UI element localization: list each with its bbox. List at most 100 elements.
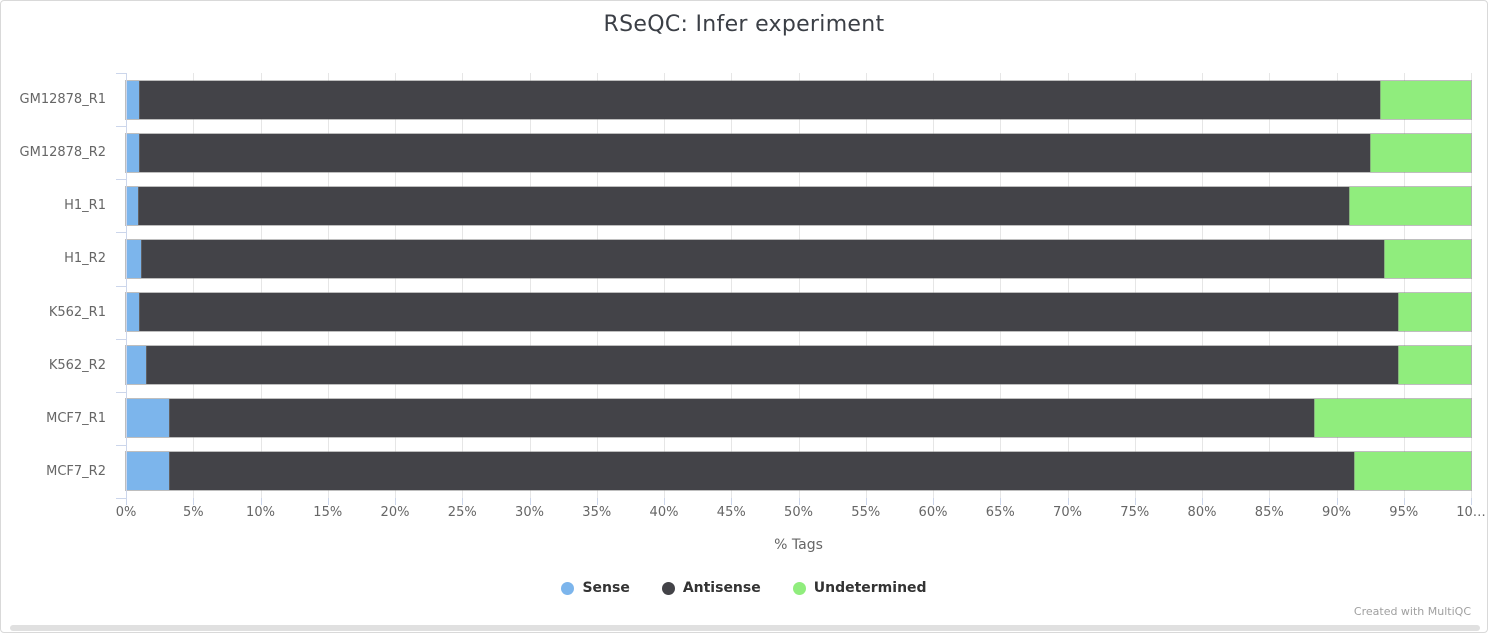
bar-row-gm12878_r1 [126,73,1471,126]
antisense-segment[interactable] [169,399,1314,438]
y-axis-tickmark [116,179,126,181]
bar-row-k562_r1 [126,286,1471,339]
x-axis-tickmark [260,498,262,505]
gridline [664,73,665,498]
gridline [193,73,195,498]
x-axis-tick-label: 20% [380,505,410,520]
x-axis-tickmark [193,498,195,505]
x-axis-tick-label: 50% [784,505,813,520]
x-axis-tickmark [126,498,127,505]
bar-row-h1_r1 [126,179,1471,232]
x-axis-tickmark [1471,498,1472,505]
antisense-segment[interactable] [139,80,1380,119]
legend-label: Antisense [682,580,761,596]
gridline [1269,73,1271,498]
bar-row-k562_r2 [126,339,1471,392]
stacked-bar [126,186,1471,225]
sense-segment[interactable] [126,293,140,331]
x-axis-tick-label: 45% [716,505,746,520]
x-axis-tick-label: 5% [182,505,204,520]
y-axis-label: MCF7_R2 [46,463,106,479]
undetermined-segment[interactable] [1398,346,1471,385]
gridline [260,73,262,498]
y-axis-tickmark [116,126,126,128]
x-axis-tick-label: 55% [851,505,881,520]
legend-marker [561,581,575,595]
legend-item-undetermined[interactable]: Undetermined [792,580,927,596]
x-axis-tick-label: 90% [1322,505,1351,520]
bar-row-h1_r2 [126,232,1471,285]
y-axis-tickmark [116,391,126,393]
x-axis-tickmark [865,498,867,505]
sense-segment[interactable] [126,80,140,119]
undetermined-segment[interactable] [1348,186,1471,225]
undetermined-segment[interactable] [1370,133,1471,172]
legend-item-antisense[interactable]: Antisense [661,580,761,596]
x-axis-tick-label: 80% [1187,505,1217,520]
legend-label: Undetermined [813,580,927,596]
stacked-bar [126,293,1471,331]
antisense-segment[interactable] [146,346,1399,385]
undetermined-segment[interactable] [1379,80,1471,119]
watermark: Created with MultiQC [1353,605,1471,618]
antisense-segment[interactable] [139,293,1399,331]
chart-title: RSeQC: Infer experiment [603,12,885,37]
sense-segment[interactable] [126,346,147,385]
x-axis-tick-label: 75% [1120,505,1150,520]
gridline [1336,73,1338,498]
antisense-segment[interactable] [169,452,1354,491]
undetermined-segment[interactable] [1353,452,1471,491]
legend: Sense Antisense Undetermined [1,580,1487,596]
sense-segment[interactable] [126,452,170,491]
gridline [865,73,867,498]
stacked-bar [126,239,1471,278]
x-axis-tickmark [731,498,733,505]
gridline [1134,73,1136,498]
horizontal-scrollbar[interactable] [10,625,1480,631]
x-axis-tick-label: 85% [1254,505,1284,520]
y-axis-label: H1_R1 [64,198,106,214]
sense-segment[interactable] [126,239,141,278]
x-axis-tickmark [1202,498,1203,505]
y-axis-tickmark [116,73,126,74]
x-axis-tick-label: 0% [115,505,137,520]
antisense-segment[interactable] [138,186,1349,225]
antisense-segment[interactable] [139,133,1371,172]
sense-segment[interactable] [126,186,139,225]
x-axis-tick-label: 60% [918,505,948,520]
gridline [462,73,464,498]
x-axis-tickmark [1067,498,1069,505]
bar-row-mcf7_r1 [126,392,1471,445]
x-axis-title: % Tags [774,537,823,553]
gridline [1471,73,1472,498]
x-axis-tick-label: 95% [1389,505,1419,520]
x-axis-tickmark [933,498,934,505]
legend-label: Sense [582,580,630,596]
x-axis-tickmark [462,498,464,505]
undetermined-segment[interactable] [1313,399,1471,438]
legend-marker [792,581,806,595]
stacked-bar [126,346,1471,385]
undetermined-segment[interactable] [1383,239,1471,278]
sense-segment[interactable] [126,399,170,438]
x-axis-tickmark [1000,498,1002,505]
y-axis-tickmark [116,232,126,234]
gridline [596,73,598,498]
y-axis-tickmark [116,338,126,340]
antisense-segment[interactable] [140,239,1384,278]
x-axis-tick-label: 65% [985,505,1015,520]
undetermined-segment[interactable] [1398,293,1471,331]
gridline [1067,73,1069,498]
gridline [1202,73,1203,498]
x-axis-tickmark [529,498,531,505]
stacked-bar [126,80,1471,119]
x-axis-tickmark [664,498,665,505]
x-axis-tickmark [1269,498,1271,505]
x-axis-tick-label: 30% [515,505,544,520]
plot-area [126,73,1472,505]
legend-item-sense[interactable]: Sense [561,580,630,596]
y-axis-label: K562_R2 [48,357,106,373]
y-axis-label: K562_R1 [48,304,106,320]
sense-segment[interactable] [126,133,140,172]
